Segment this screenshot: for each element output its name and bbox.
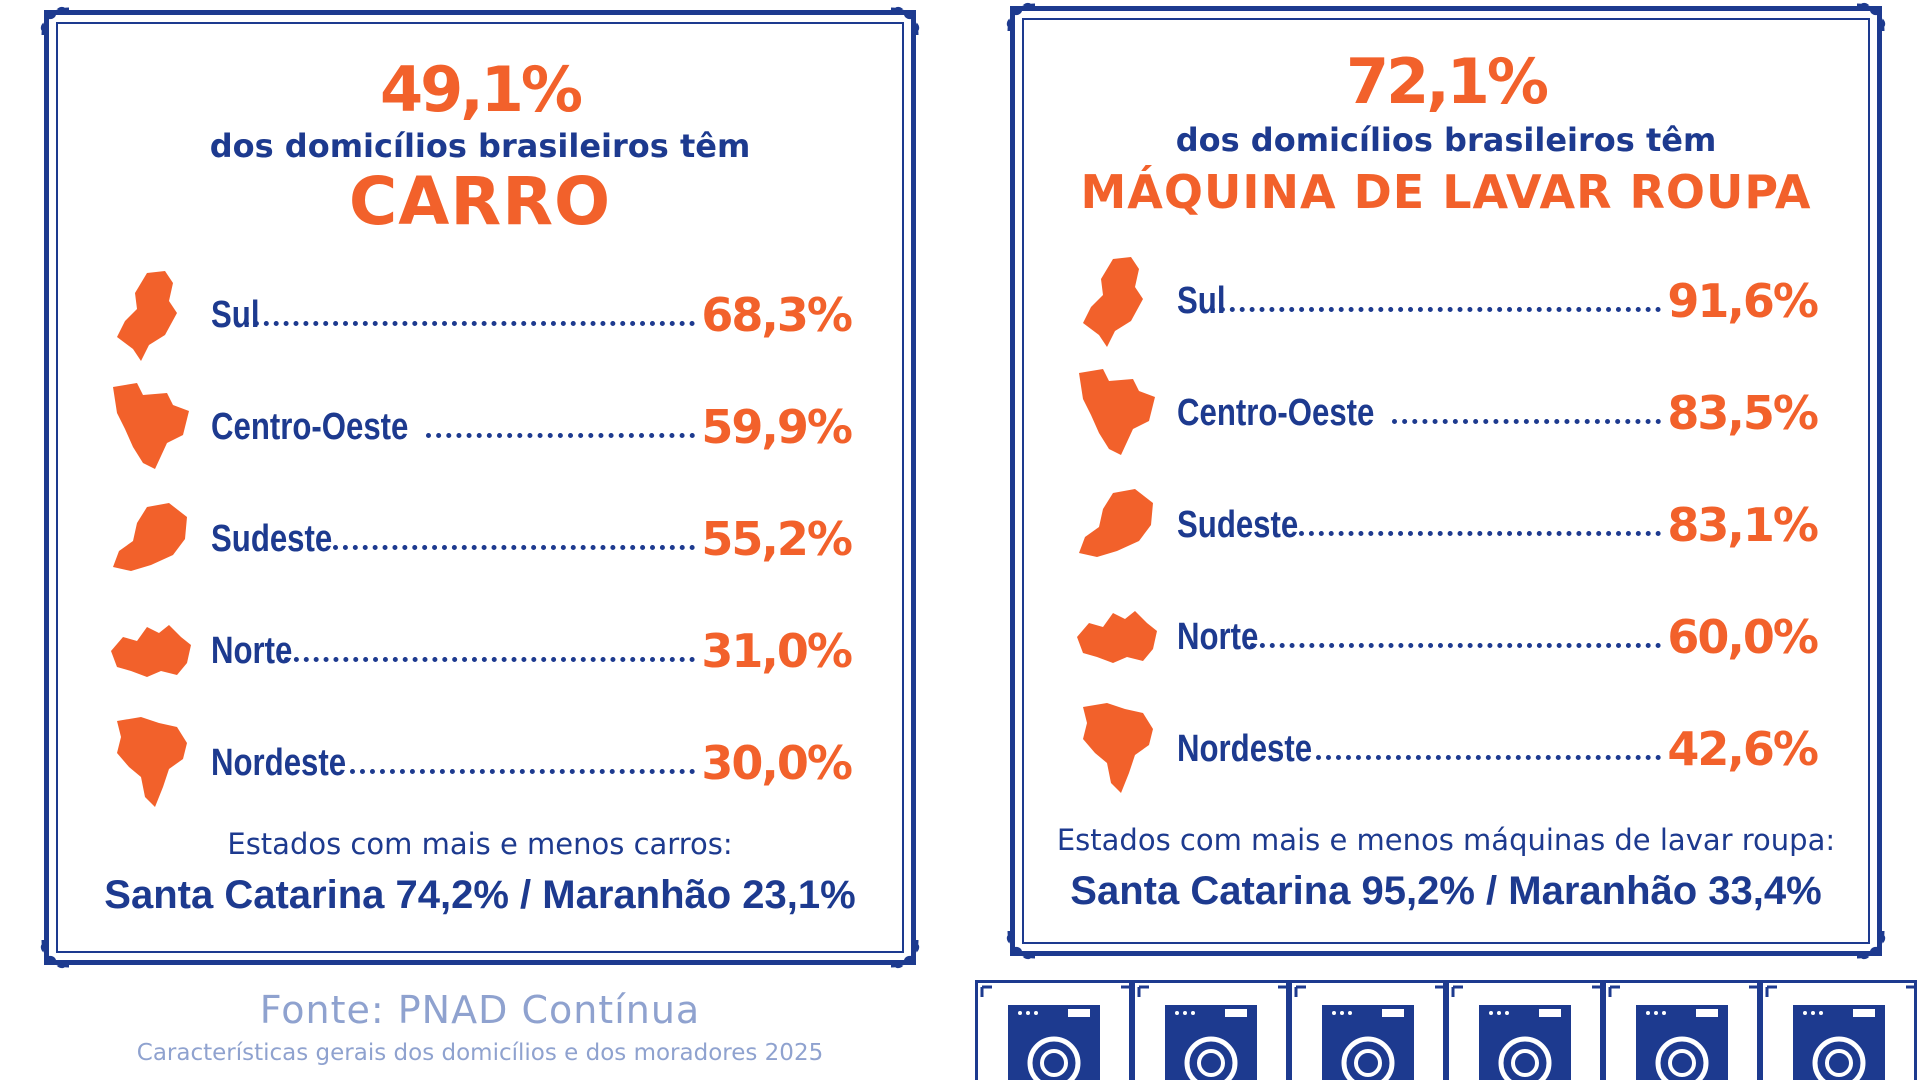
headline-item: CARRO xyxy=(348,163,612,240)
dotted-leader xyxy=(1210,290,1662,312)
states-label: Estados com mais e menos máquinas de lav… xyxy=(1056,823,1836,857)
region-name: Sudeste xyxy=(211,517,333,560)
region-name: Centro-Oeste xyxy=(211,405,409,448)
washing-machine-icon xyxy=(1765,985,1914,1080)
region-value: 30,0% xyxy=(701,736,853,790)
nordeste-region-map-icon xyxy=(117,717,187,807)
centro-oeste-region-map-icon xyxy=(113,383,189,469)
washing-machine-infographic-card: 72,1% dos domicílios brasileiros têm MÁQ… xyxy=(1005,1,1887,961)
region-value: 60,0% xyxy=(1667,610,1819,664)
region-name: Sudeste xyxy=(1177,503,1299,546)
dotted-leader xyxy=(1391,402,1662,424)
region-row: Sudeste 83,1% xyxy=(1073,475,1819,575)
region-name: Norte xyxy=(1177,615,1259,658)
headline-percentage: 49,1% xyxy=(379,53,583,126)
washing-machine-tile xyxy=(1446,980,1603,1080)
region-name: Nordeste xyxy=(211,741,347,784)
norte-region-map-icon xyxy=(1077,611,1157,663)
corner-ornament-icon xyxy=(1855,929,1887,961)
region-list: Sul 68,3% Centro-Oeste 59,9% Sudeste 55,… xyxy=(107,265,853,825)
region-value: 91,6% xyxy=(1667,274,1819,328)
headline-subtitle: dos domicílios brasileiros têm xyxy=(209,127,751,165)
corner-ornament-icon xyxy=(889,5,921,37)
washing-machine-icon xyxy=(1451,985,1600,1080)
source-subtitle: Características gerais dos domicílios e … xyxy=(136,1040,824,1066)
dotted-leader xyxy=(1250,626,1662,648)
headline-percentage: 72,1% xyxy=(1345,45,1549,118)
region-name: Sul xyxy=(211,293,260,336)
dotted-leader xyxy=(332,528,696,550)
car-infographic-card: 49,1% dos domicílios brasileiros têm CAR… xyxy=(39,5,921,970)
centro-oeste-region-map-icon xyxy=(1079,369,1155,455)
sudeste-region-map-icon xyxy=(113,503,187,571)
region-row: Norte 60,0% xyxy=(1073,587,1819,687)
region-name: Nordeste xyxy=(1177,727,1313,770)
region-row: Norte 31,0% xyxy=(107,601,853,701)
region-value: 68,3% xyxy=(701,288,853,342)
sul-region-map-icon xyxy=(1083,257,1143,347)
washing-machine-tile-strip xyxy=(975,980,1920,1080)
corner-ornament-icon xyxy=(1855,1,1887,33)
source-title: Fonte: PNAD Contínua xyxy=(259,988,701,1032)
dotted-leader xyxy=(1315,738,1662,760)
region-list: Sul 91,6% Centro-Oeste 83,5% Sudeste 83,… xyxy=(1073,251,1819,811)
corner-ornament-icon xyxy=(39,5,71,37)
states-label: Estados com mais e menos carros: xyxy=(227,827,733,861)
dotted-leader xyxy=(244,304,696,326)
washing-machine-icon xyxy=(1137,985,1286,1080)
sudeste-region-map-icon xyxy=(1079,489,1153,557)
washing-machine-tile xyxy=(1603,980,1760,1080)
region-row: Centro-Oeste 83,5% xyxy=(1073,363,1819,463)
sul-region-map-icon xyxy=(117,271,177,361)
region-name: Centro-Oeste xyxy=(1177,391,1375,434)
nordeste-region-map-icon xyxy=(1083,703,1153,793)
region-value: 59,9% xyxy=(701,400,853,454)
dotted-leader xyxy=(425,416,696,438)
states-values: Santa Catarina 95,2% / Maranhão 33,4% xyxy=(1070,869,1822,913)
corner-ornament-icon xyxy=(1005,929,1037,961)
region-value: 83,1% xyxy=(1667,498,1819,552)
region-value: 55,2% xyxy=(701,512,853,566)
headline-item: MÁQUINA DE LAVAR ROUPA xyxy=(1080,165,1812,219)
region-name: Norte xyxy=(211,629,293,672)
region-value: 42,6% xyxy=(1667,722,1819,776)
region-value: 31,0% xyxy=(701,624,853,678)
dotted-leader xyxy=(1298,514,1662,536)
washing-machine-tile xyxy=(1289,980,1446,1080)
dotted-leader xyxy=(284,640,696,662)
region-row: Sul 68,3% xyxy=(107,265,853,365)
region-value: 83,5% xyxy=(1667,386,1819,440)
corner-ornament-icon xyxy=(1005,1,1037,33)
headline-subtitle: dos domicílios brasileiros têm xyxy=(1175,121,1717,159)
washing-machine-icon xyxy=(1294,985,1443,1080)
washing-machine-icon xyxy=(980,985,1129,1080)
region-row: Sul 91,6% xyxy=(1073,251,1819,351)
region-row: Nordeste 42,6% xyxy=(1073,699,1819,799)
washing-machine-tile xyxy=(975,980,1132,1080)
region-row: Nordeste 30,0% xyxy=(107,713,853,813)
region-row: Sudeste 55,2% xyxy=(107,489,853,589)
washing-machine-tile xyxy=(1760,980,1917,1080)
corner-ornament-icon xyxy=(39,938,71,970)
region-row: Centro-Oeste 59,9% xyxy=(107,377,853,477)
states-values: Santa Catarina 74,2% / Maranhão 23,1% xyxy=(104,873,856,917)
norte-region-map-icon xyxy=(111,625,191,677)
washing-machine-icon xyxy=(1608,985,1757,1080)
washing-machine-tile xyxy=(1132,980,1289,1080)
region-name: Sul xyxy=(1177,279,1226,322)
corner-ornament-icon xyxy=(889,938,921,970)
dotted-leader xyxy=(349,752,696,774)
